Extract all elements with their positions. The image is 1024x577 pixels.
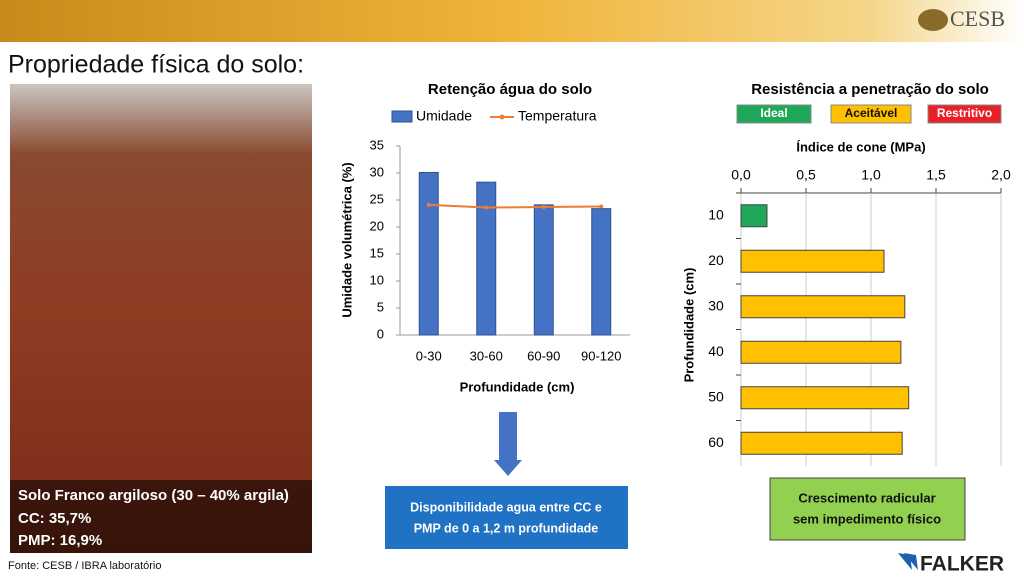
bar <box>533 204 554 336</box>
y-tick-label: 0 <box>377 326 384 341</box>
caption: CC: 35,7% <box>18 510 91 527</box>
bar <box>476 181 497 336</box>
y-tick-label: 20 <box>708 252 724 268</box>
bar <box>418 171 439 336</box>
point <box>426 202 431 207</box>
y-axis-label: Profundidade (cm) <box>681 268 696 383</box>
logo-icon <box>918 9 948 31</box>
x-tick-label: 2,0 <box>991 167 1011 183</box>
x-tick-label: 0,0 <box>731 167 751 183</box>
legend-swatch <box>927 104 1002 124</box>
point <box>599 204 604 209</box>
y-tick-label: 20 <box>370 218 384 233</box>
note-box <box>385 486 628 549</box>
x-axis-label: Índice de cone (MPa) <box>796 139 925 154</box>
y-axis-label: Umidade volumétrica (%) <box>339 162 354 317</box>
bar <box>740 295 906 319</box>
caption: PMP: 16,9% <box>18 532 102 549</box>
caption-bg <box>10 480 312 553</box>
x-tick-label: 0-30 <box>416 348 442 363</box>
bar <box>740 204 768 228</box>
y-tick-label: 30 <box>370 164 384 179</box>
caption: Solo Franco argiloso (30 – 40% argila) <box>18 487 289 504</box>
banner <box>0 0 1024 42</box>
legend-swatch <box>391 110 413 123</box>
y-tick-label: 30 <box>708 297 724 313</box>
point <box>484 205 489 210</box>
note: sem impedimento físico <box>793 511 941 526</box>
line <box>428 203 602 209</box>
note: PMP de 0 a 1,2 m profundidade <box>414 521 599 535</box>
note: Disponibilidade agua entre CC e <box>410 500 602 514</box>
legend-label: Restritivo <box>937 106 992 120</box>
bar <box>591 208 612 336</box>
legend-marker <box>499 114 505 120</box>
chart-title: Retenção água do solo <box>428 81 592 98</box>
y-tick-label: 60 <box>708 434 724 450</box>
legend-label: Ideal <box>760 106 787 120</box>
y-tick-label: 25 <box>370 191 384 206</box>
x-tick-label: 0,5 <box>796 167 816 183</box>
y-tick-label: 5 <box>377 299 384 314</box>
legend-label: Aceitável <box>845 106 898 120</box>
bar <box>740 249 885 273</box>
soil-photo <box>10 84 312 553</box>
source: Fonte: CESB / IBRA laboratório <box>8 560 161 572</box>
x-tick-label: 1,0 <box>861 167 881 183</box>
x-tick-label: 1,5 <box>926 167 946 183</box>
y-tick-label: 35 <box>370 137 384 152</box>
x-axis-label: Profundidade (cm) <box>460 379 575 394</box>
bar <box>740 340 902 364</box>
note: Crescimento radicular <box>798 490 935 505</box>
arrow <box>494 412 522 476</box>
legend-swatch <box>736 104 812 124</box>
bar <box>740 386 910 410</box>
legend-label: Umidade <box>416 108 472 124</box>
slide-title: Propriedade física do solo: <box>8 51 304 79</box>
footer-logo: FALKER <box>920 553 1004 576</box>
x-tick-label: 60-90 <box>527 348 560 363</box>
chart-title: Resistência a penetração do solo <box>751 81 989 98</box>
y-tick-label: 15 <box>370 245 384 260</box>
y-tick-label: 40 <box>708 343 724 359</box>
point <box>541 205 546 210</box>
bar <box>740 431 903 455</box>
legend-label: Temperatura <box>518 108 597 124</box>
y-tick-label: 50 <box>708 388 724 404</box>
logo: CESB <box>950 6 1005 31</box>
footer-icon <box>898 553 918 570</box>
y-tick-label: 10 <box>708 206 724 222</box>
note-box <box>769 477 966 541</box>
y-tick-label: 10 <box>370 272 384 287</box>
legend-swatch <box>830 104 912 124</box>
x-tick-label: 30-60 <box>470 348 503 363</box>
x-tick-label: 90-120 <box>581 348 621 363</box>
